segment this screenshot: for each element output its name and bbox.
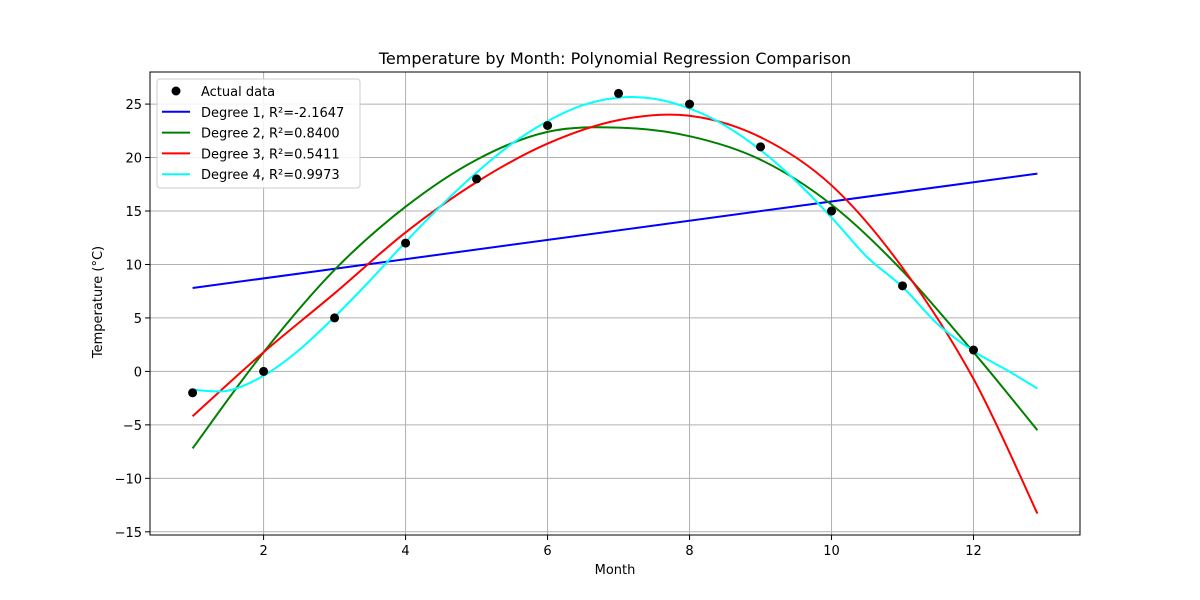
legend-box	[156, 78, 361, 189]
x-tick-label: 10	[823, 544, 840, 559]
data-point	[330, 313, 340, 323]
data-point	[756, 142, 766, 152]
legend-label-degree-3: Degree 3, R²=0.5411	[201, 147, 340, 162]
x-tick-label: 2	[259, 544, 267, 559]
y-axis-ticks: −15 −10 −5 0 5 10 15 20 25	[115, 98, 150, 541]
data-point	[614, 88, 624, 98]
x-axis-label: Month	[595, 563, 636, 578]
y-tick-label: 20	[125, 152, 142, 167]
data-point	[472, 174, 482, 184]
x-axis-ticks: 2 4 6 8 10 12	[259, 535, 982, 559]
data-point	[401, 238, 411, 248]
y-tick-label: 10	[125, 258, 142, 273]
data-point	[827, 206, 837, 216]
legend-label-degree-2: Degree 2, R²=0.8400	[201, 127, 340, 142]
x-tick-label: 12	[965, 544, 982, 559]
legend-label-actual: Actual data	[201, 85, 275, 100]
chart-title: Temperature by Month: Polynomial Regress…	[378, 49, 851, 68]
plot-area-frame	[149, 71, 1081, 536]
y-tick-label: 15	[125, 205, 142, 220]
data-point	[188, 388, 198, 398]
y-tick-label: 25	[125, 98, 142, 113]
y-tick-label: −5	[123, 419, 142, 434]
x-tick-label: 8	[685, 544, 693, 559]
x-tick-label: 4	[401, 544, 409, 559]
series-line-degree-3	[191, 113, 1039, 515]
legend: Actual data Degree 1, R²=-2.1647 Degree 2,…	[156, 78, 361, 189]
series-line-degree-1	[192, 172, 1038, 289]
y-tick-label: 0	[134, 365, 142, 380]
y-tick-label: −10	[115, 472, 142, 487]
legend-label-degree-4: Degree 4, R²=0.9973	[201, 168, 340, 183]
scatter-points	[188, 88, 979, 398]
y-tick-label: 5	[134, 312, 142, 327]
data-point	[259, 366, 269, 376]
legend-label-degree-1: Degree 1, R²=-2.1647	[201, 106, 344, 121]
x-tick-label: 6	[543, 544, 551, 559]
data-point	[898, 281, 908, 291]
y-axis-label: Temperature (°C)	[91, 246, 106, 359]
data-point	[685, 99, 695, 109]
data-point	[969, 345, 979, 355]
legend-marker-actual	[171, 86, 181, 96]
y-tick-label: −15	[115, 526, 142, 541]
data-point	[543, 120, 553, 130]
